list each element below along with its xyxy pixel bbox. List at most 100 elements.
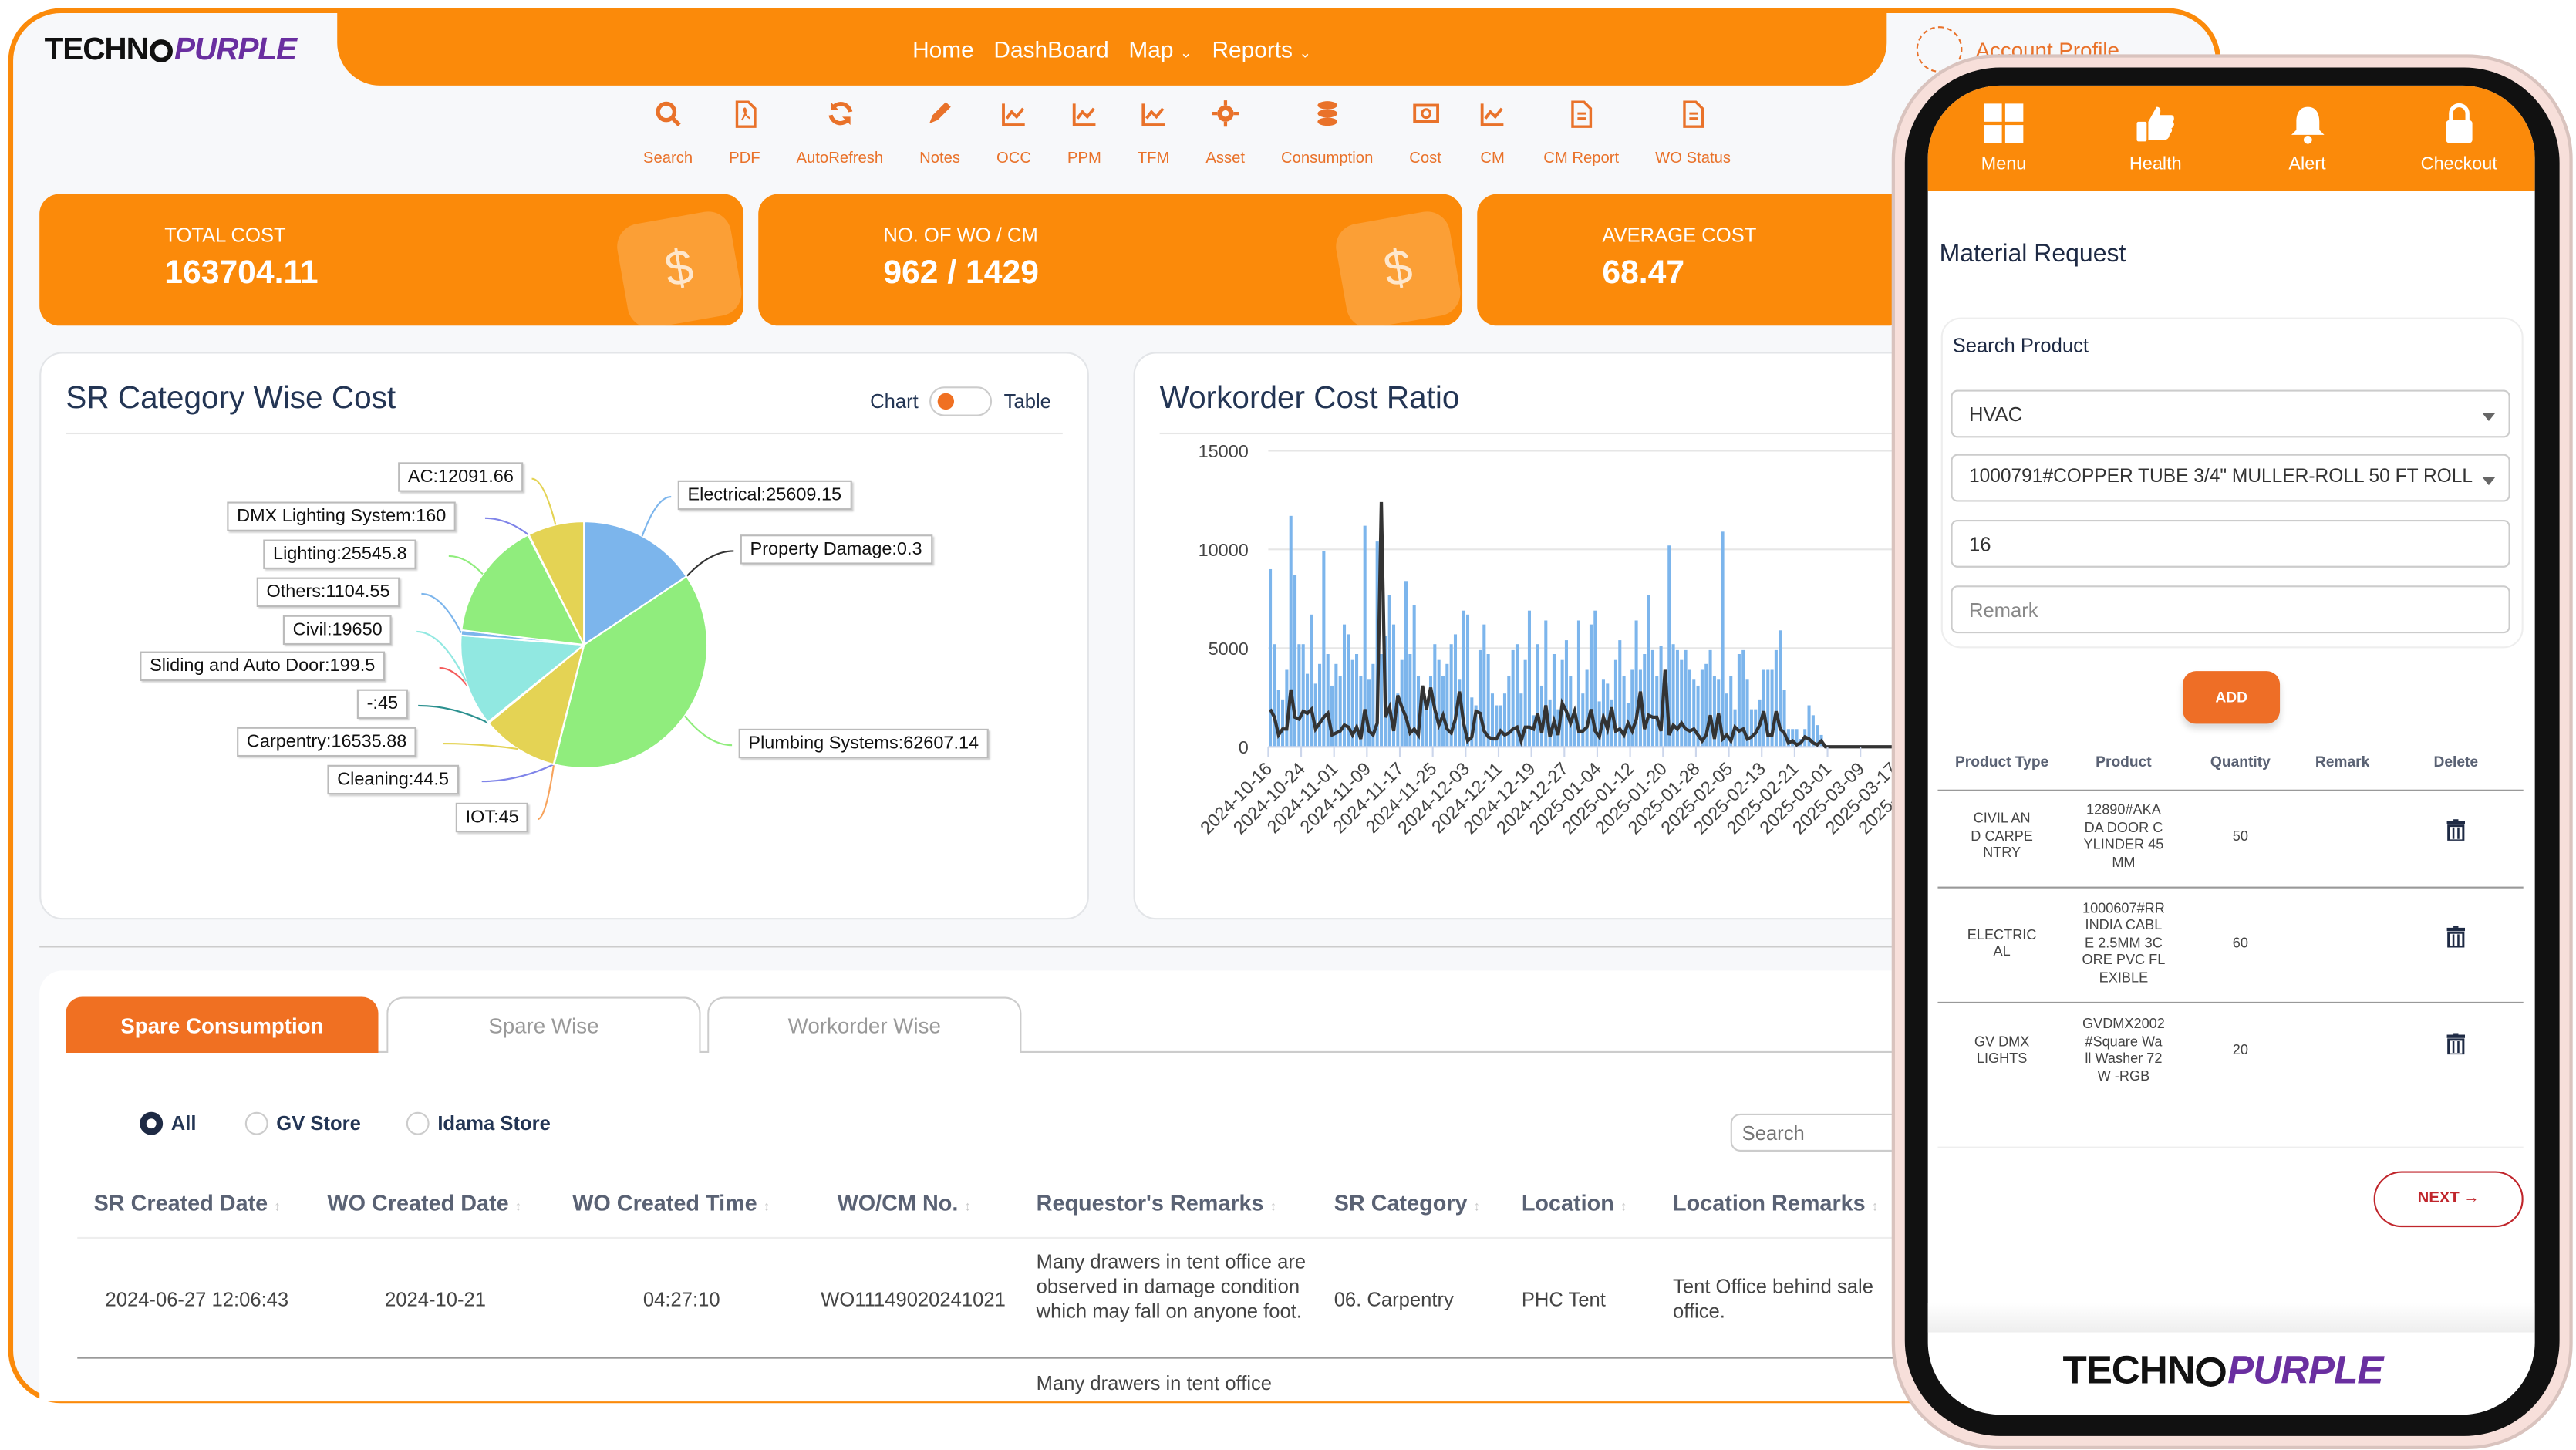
cost-bar[interactable] [1774,649,1778,747]
cost-bar[interactable] [1737,654,1741,747]
cost-bar[interactable] [1482,624,1486,747]
cost-bar[interactable] [1507,676,1511,747]
cost-bar[interactable] [1700,669,1704,747]
cost-bar[interactable] [1462,610,1465,747]
cost-bar[interactable] [1330,685,1334,747]
column-header[interactable]: WO/CM No. ↕ [838,1191,971,1216]
column-header[interactable]: SR Category ↕ [1334,1191,1480,1216]
trash-icon[interactable] [2446,819,2466,845]
cost-bar[interactable] [1421,690,1425,747]
cost-bar[interactable] [1499,705,1502,747]
cost-bar[interactable] [1650,649,1654,747]
cost-bar[interactable] [1363,525,1367,747]
cost-bar[interactable] [1576,620,1580,747]
cost-bar[interactable] [1692,679,1696,747]
cost-bar[interactable] [1486,654,1490,747]
cost-bar[interactable] [1515,644,1519,747]
cost-bar[interactable] [1811,715,1815,747]
cost-bar[interactable] [1589,624,1593,747]
toggle-switch[interactable] [929,386,993,416]
cost-bar[interactable] [1770,669,1774,747]
cost-bar[interactable] [1276,690,1280,747]
tab-spare-wise[interactable]: Spare Wise [386,996,701,1053]
cost-bar[interactable] [1762,669,1765,747]
tab-workorder-wise[interactable]: Workorder Wise [707,996,1022,1053]
toolbar-wo-status-button[interactable]: WO Status [1637,99,1749,168]
toolbar-cost-button[interactable]: Cost [1391,99,1460,168]
cost-bar[interactable] [1532,715,1536,747]
add-button[interactable]: ADD [2183,671,2281,724]
cost-bar[interactable] [1350,659,1354,747]
cost-bar[interactable] [1458,679,1462,747]
cost-bar[interactable] [1816,725,1819,747]
nav-dashboard[interactable]: DashBoard [993,35,1109,63]
cost-bar[interactable] [1564,640,1568,747]
next-button[interactable]: NEXT → [2373,1171,2524,1228]
cost-bar[interactable] [1536,644,1539,747]
cost-bar[interactable] [1667,545,1671,747]
cost-bar[interactable] [1273,644,1276,747]
toolbar-consumption-button[interactable]: Consumption [1263,99,1391,168]
cost-bar[interactable] [1659,646,1663,747]
cost-bar[interactable] [1527,610,1531,747]
pie-slice-carpentry[interactable] [487,642,585,766]
tab-spare-consumption[interactable]: Spare Consumption [66,996,379,1053]
cost-bar[interactable] [1465,614,1470,747]
cost-bar[interactable] [1552,654,1556,747]
cost-bar[interactable] [1663,685,1667,747]
cost-bar[interactable] [1754,709,1758,747]
cost-bar[interactable] [1523,659,1527,747]
phone-nav-health[interactable]: Health [2089,102,2221,174]
table-search-input[interactable] [1730,1113,1912,1152]
cost-bar[interactable] [1416,676,1421,747]
cost-bar[interactable] [1449,644,1453,747]
cost-bar[interactable] [1618,640,1622,747]
cost-bar[interactable] [1293,575,1297,747]
cost-bar[interactable] [1359,676,1363,747]
cost-bar[interactable] [1610,699,1613,747]
cost-bar[interactable] [1306,673,1310,747]
cost-bar[interactable] [1675,649,1679,747]
cost-bar[interactable] [1749,709,1753,747]
cost-bar[interactable] [1408,654,1412,747]
cost-bar[interactable] [1412,605,1416,747]
product-select[interactable]: 1000791#COPPER TUBE 3/4" MULLER-ROLL 50 … [1951,454,2510,502]
cost-bar[interactable] [1548,699,1552,747]
toolbar-search-button[interactable]: Search [625,99,710,168]
cost-bar[interactable] [1428,676,1433,747]
quantity-input[interactable]: 16 [1951,519,2510,568]
cost-bar[interactable] [1593,610,1597,747]
phone-nav-menu[interactable]: Menu [1938,102,2070,174]
cost-bar[interactable] [1544,620,1548,747]
toolbar-autorefresh-button[interactable]: AutoRefresh [778,99,902,168]
cost-bar[interactable] [1779,630,1782,747]
cost-bar[interactable] [1655,676,1659,747]
phone-nav-checkout[interactable]: Checkout [2393,102,2525,174]
cost-bar[interactable] [1313,683,1317,747]
cost-bar[interactable] [1786,729,1790,747]
cost-bar[interactable] [1704,663,1708,747]
cost-bar[interactable] [1795,729,1799,747]
cost-bar[interactable] [1445,663,1449,747]
cost-bar[interactable] [1807,705,1811,747]
cost-bar[interactable] [1502,693,1507,747]
remark-input[interactable]: Remark [1951,585,2510,634]
cost-bar[interactable] [1391,624,1396,747]
cost-bar[interactable] [1367,679,1371,747]
product-type-select[interactable]: HVAC [1951,389,2510,438]
radio-gv-store[interactable]: GV Store [244,1111,361,1135]
cost-bar[interactable] [1281,699,1285,747]
cost-bar[interactable] [1766,669,1770,747]
cost-bar[interactable] [1729,676,1733,747]
cost-bar[interactable] [1671,644,1675,747]
cost-bar[interactable] [1425,703,1428,747]
nav-home[interactable]: Home [912,35,974,63]
trash-icon[interactable] [2446,1033,2466,1058]
toolbar-occ-button[interactable]: OCC [978,99,1049,168]
cost-bar[interactable] [1597,701,1601,747]
cost-bar[interactable] [1470,697,1474,747]
column-header[interactable]: WO Created Time ↕ [572,1191,770,1216]
toolbar-cm-button[interactable]: CM [1459,99,1525,168]
cost-bar[interactable] [1696,685,1700,747]
cost-bar[interactable] [1643,654,1647,747]
